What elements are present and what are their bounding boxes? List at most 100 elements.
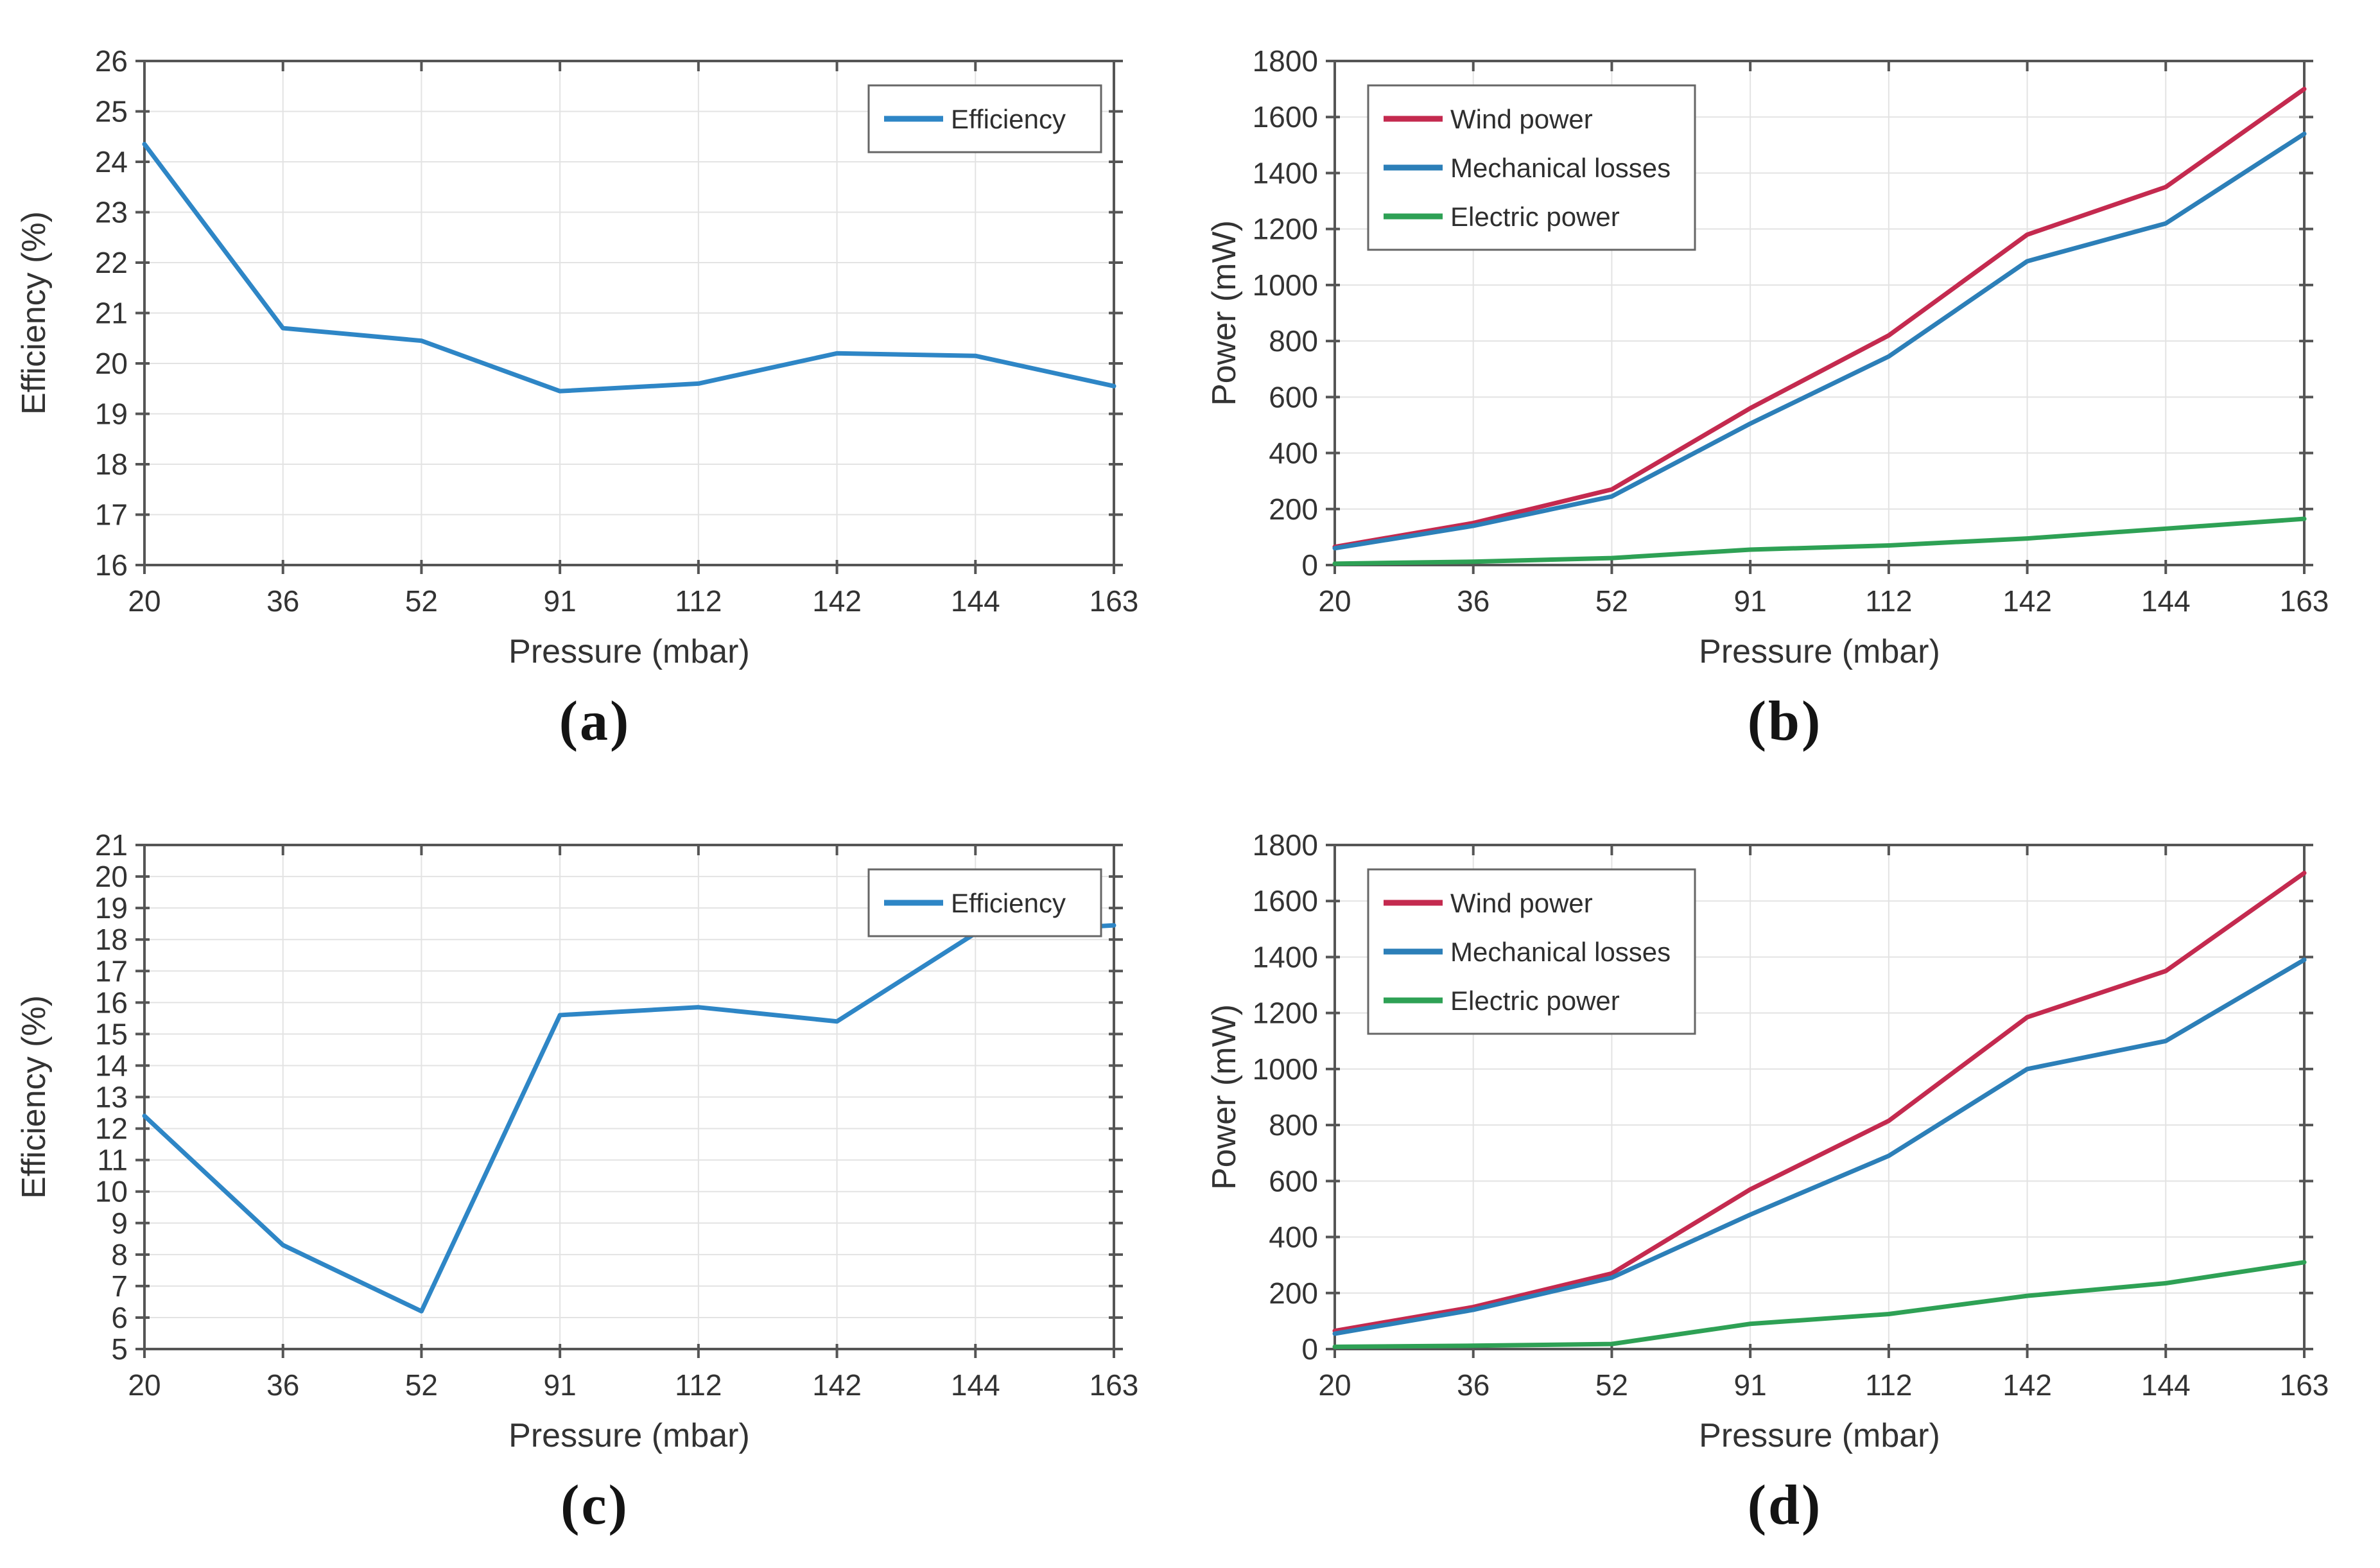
caption-d: (d) (1747, 1474, 1823, 1537)
x-tick-label: 20 (128, 1368, 161, 1402)
y-tick-label: 11 (97, 1144, 128, 1177)
y-axis-label: Efficiency (%) (15, 995, 53, 1199)
x-tick-label: 52 (1595, 584, 1628, 618)
legend-label: Mechanical losses (1450, 153, 1671, 183)
x-tick-label: 163 (2279, 584, 2329, 618)
x-tick-label: 112 (1865, 1368, 1912, 1402)
y-tick-label: 14 (95, 1049, 128, 1082)
y-tick-label: 13 (95, 1081, 128, 1114)
y-tick-label: 1400 (1252, 940, 1317, 973)
x-tick-label: 20 (128, 584, 161, 618)
series-mechanical-losses (1332, 957, 2306, 1336)
x-tick-label: 52 (405, 1368, 438, 1402)
x-tick-label: 163 (1090, 584, 1139, 618)
caption-c: (c) (560, 1474, 629, 1537)
x-tick-label: 144 (951, 584, 1000, 618)
chart-b-power: 0 200 400 600 800 1000 1200 1400 1600 1800 20 36 52 9… (1206, 44, 2329, 670)
x-axis-label: Pressure (mbar) (508, 1417, 750, 1454)
series-electric-power (1332, 516, 2306, 566)
legend-label: Wind power (1450, 888, 1593, 918)
y-tick-label: 6 (111, 1301, 128, 1334)
x-tick-label: 36 (1457, 584, 1490, 618)
y-tick-label: 1000 (1252, 268, 1317, 302)
x-tick-label: 144 (951, 1368, 1000, 1402)
x-tick-label: 91 (544, 1368, 577, 1402)
y-tick-label: 400 (1269, 1221, 1318, 1254)
x-tick-label: 52 (1595, 1368, 1628, 1402)
y-tick-label: 25 (95, 95, 128, 128)
y-tick-label: 600 (1269, 1164, 1318, 1198)
y-tick-label: 1000 (1252, 1052, 1317, 1086)
series-wind-power (1332, 87, 2306, 550)
x-tick-label: 20 (1318, 1368, 1351, 1402)
y-tick-label: 800 (1269, 324, 1318, 358)
panel-c: 5 6 7 8 9 10 11 12 13 14 15 16 17 18 19 20 21 20 36 52 91 112… (0, 784, 1190, 1568)
x-tick-label: 36 (1457, 1368, 1490, 1402)
y-axis-label: Power (mW) (1206, 220, 1243, 406)
plot-border (1333, 60, 2306, 566)
x-tick-label: 91 (1733, 584, 1766, 618)
y-axis-label: Power (mW) (1206, 1004, 1243, 1190)
y-tick-label: 20 (95, 860, 128, 893)
x-tick-label: 163 (1090, 1368, 1139, 1402)
legend-label: Electric power (1450, 202, 1620, 232)
panel-a: 16 17 18 19 20 21 22 23 24 25 26 20 36 52 91 112 142 144 1… (0, 0, 1190, 784)
y-tick-label: 19 (95, 891, 128, 925)
x-tick-label: 112 (675, 1368, 722, 1402)
x-tick-label: 144 (2141, 1368, 2190, 1402)
y-tick-label: 1400 (1252, 156, 1317, 189)
panel-b: 0 200 400 600 800 1000 1200 1400 1600 1800 20 36 52 9… (1190, 0, 2380, 784)
y-tick-label: 26 (95, 44, 128, 78)
series-efficiency (142, 923, 1116, 1314)
x-tick-label: 144 (2141, 584, 2190, 618)
y-tick-label: 12 (95, 1112, 128, 1146)
y-tick-label: 9 (111, 1206, 128, 1240)
y-tick-label: 8 (111, 1238, 128, 1271)
y-tick-label: 0 (1301, 1332, 1318, 1366)
y-tick-label: 22 (95, 246, 128, 279)
x-tick-label: 36 (266, 584, 299, 618)
y-tick-label: 19 (95, 397, 128, 431)
series-wind-power (1332, 871, 2306, 1334)
y-tick-label: 17 (95, 954, 128, 988)
x-tick-label: 163 (2279, 1368, 2329, 1402)
x-tick-label: 112 (675, 584, 722, 618)
caption-b: (b) (1747, 690, 1823, 753)
x-axis-label: Pressure (mbar) (1699, 1417, 1940, 1454)
y-tick-label: 1200 (1252, 213, 1317, 246)
y-tick-label: 17 (95, 498, 128, 532)
legend-label: Efficiency (951, 888, 1066, 918)
y-tick-label: 1200 (1252, 997, 1317, 1030)
chart-d-power: 0 200 400 600 800 1000 1200 1400 1600 1800 20 36 52 9… (1206, 828, 2329, 1454)
caption-a: (a) (559, 690, 631, 753)
y-tick-label: 200 (1269, 1276, 1318, 1310)
y-tick-label: 5 (111, 1332, 128, 1366)
legend-label: Electric power (1450, 986, 1620, 1016)
x-tick-label: 91 (544, 584, 577, 618)
x-tick-label: 52 (405, 584, 438, 618)
legend-label: Mechanical losses (1450, 937, 1671, 967)
series-mechanical-losses (1332, 131, 2306, 551)
y-tick-label: 200 (1269, 492, 1318, 526)
y-tick-label: 18 (95, 923, 128, 956)
legend-label: Efficiency (951, 104, 1066, 134)
chart-a-efficiency: 16 17 18 19 20 21 22 23 24 25 26 20 36 52 91 112 142 144 1… (15, 44, 1139, 670)
y-axis-label: Efficiency (%) (15, 211, 53, 415)
y-tick-label: 1600 (1252, 100, 1317, 134)
x-tick-label: 142 (812, 1368, 862, 1402)
x-tick-label: 20 (1318, 584, 1351, 618)
y-tick-label: 0 (1301, 548, 1318, 582)
y-tick-label: 400 (1269, 437, 1318, 470)
series-efficiency (142, 142, 1116, 394)
y-tick-label: 1800 (1252, 828, 1317, 862)
plot-border (1333, 844, 2306, 1350)
y-tick-label: 7 (111, 1269, 128, 1303)
legend-label: Wind power (1450, 104, 1593, 134)
y-tick-label: 800 (1269, 1108, 1318, 1142)
y-tick-label: 1800 (1252, 44, 1317, 78)
y-tick-label: 23 (95, 196, 128, 229)
x-tick-label: 36 (266, 1368, 299, 1402)
x-tick-label: 142 (2002, 1368, 2052, 1402)
